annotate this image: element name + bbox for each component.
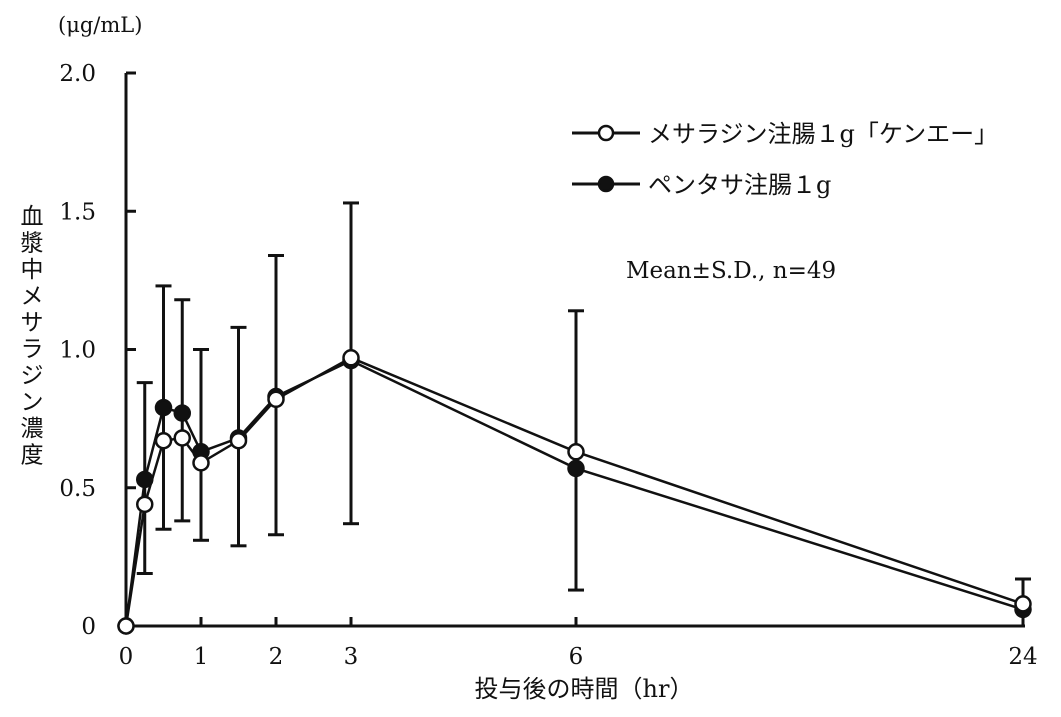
y-axis-label-char: 中 [21,257,44,283]
x-tick-label: 3 [344,644,359,670]
legend-label-filled: ペンタサ注腸１g [648,171,831,199]
data-point-open [117,617,135,635]
data-point-open [267,390,285,409]
data-point-open [342,349,360,367]
data-point-open [229,431,248,450]
data-point-open [567,443,585,461]
data-point-filled [154,398,173,417]
axes: 0 0.5 1.0 1.5 2.0 0 1 2 3 6 24 [59,61,1037,670]
legend-label-open: メサラジン注腸１g「ケンエー」 [648,120,998,148]
y-axis-label-char: サ [21,310,44,336]
y-axis-label-char: 濃 [21,416,44,442]
annotation: Mean±S.D., n=49 [626,258,836,284]
y-tick-label: 0 [81,614,96,640]
y-axis-label-char: ン [21,390,44,416]
data-point-filled [173,404,191,422]
x-tick-label: 24 [1008,644,1037,670]
series-markers [117,349,1032,635]
data-point-open [192,454,210,472]
data-point-open [1014,595,1032,613]
legend-marker-filled-circle [597,175,615,193]
series-line-open [124,356,1024,627]
data-point-open [154,431,173,450]
y-axis-label-char: ジ [21,363,44,389]
y-axis-label-char: メ [21,284,44,310]
data-point-filled [136,470,154,489]
x-tick-label: 2 [269,644,284,670]
y-tick-label: 0.5 [59,476,96,502]
y-axis-label-char: ラ [21,337,44,363]
x-tick-label: 0 [119,644,134,670]
x-tick-label: 6 [569,644,584,670]
y-tick-label: 1.0 [59,338,96,364]
y-axis-label-char: 度 [21,443,44,469]
unit-label: (μg/mL) [58,13,142,37]
y-tick-label: 2.0 [59,61,96,87]
x-axis-label: 投与後の時間（hr） [475,675,694,703]
data-point-open [136,495,154,514]
legend: メサラジン注腸１g「ケンエー」 ペンタサ注腸１g [572,120,998,199]
y-axis-label-char: 漿 [21,231,44,257]
data-point-open [173,429,191,447]
series-line-filled [124,359,1024,627]
y-tick-label: 1.5 [59,199,96,225]
series-lines [124,356,1024,627]
y-axis-label-char: 血 [21,204,44,230]
legend-marker-open-circle [597,124,615,142]
x-tick-label: 1 [194,644,209,670]
data-point-filled [567,459,585,478]
